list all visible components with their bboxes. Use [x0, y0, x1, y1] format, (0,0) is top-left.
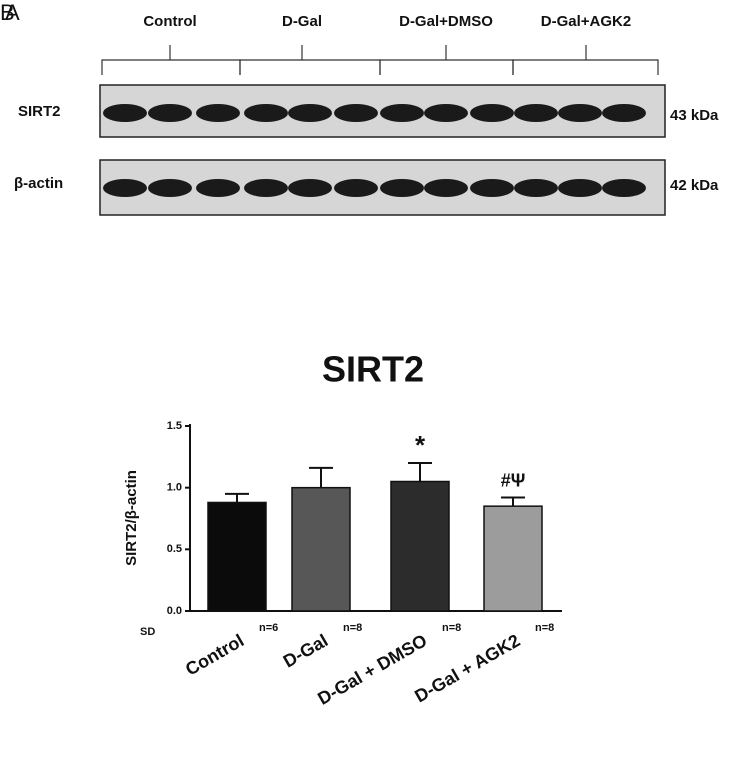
n-label: n=8 — [442, 622, 461, 634]
bar — [483, 505, 543, 612]
row-label: SIRT2 — [18, 103, 61, 120]
band — [602, 179, 646, 197]
annotation: #Ψ — [501, 470, 526, 490]
band — [334, 179, 378, 197]
band — [424, 104, 468, 122]
x-tick-label: D-Gal + AGK2 — [411, 630, 523, 706]
band — [244, 104, 288, 122]
group-label: Control — [143, 13, 196, 30]
bands — [103, 104, 646, 197]
y-axis-label: SIRT2/β-actin — [123, 470, 140, 566]
y-tick-label: 1.5 — [167, 420, 182, 432]
n-label: n=6 — [259, 622, 278, 634]
band — [196, 179, 240, 197]
band — [470, 179, 514, 197]
row-label: β-actin — [14, 175, 63, 192]
y-tick-label: 0.5 — [167, 543, 182, 555]
band — [558, 179, 602, 197]
x-tick-label: Control — [182, 630, 247, 679]
band — [334, 104, 378, 122]
band — [288, 179, 332, 197]
band — [148, 179, 192, 197]
panel-label: B — [0, 0, 15, 25]
bar — [291, 486, 351, 612]
n-label: n=8 — [343, 622, 362, 634]
group-label: D-Gal+DMSO — [399, 13, 493, 30]
band — [514, 104, 558, 122]
annotation: * — [415, 430, 426, 460]
x-note: SD — [140, 626, 155, 638]
x-tick-label: D-Gal — [280, 630, 332, 671]
x-tick-label: D-Gal + DMSO — [314, 630, 430, 709]
chart-title: SIRT2 — [322, 349, 424, 390]
band — [103, 104, 147, 122]
brackets — [101, 45, 659, 75]
n-label: n=8 — [535, 622, 554, 634]
group-label: D-Gal+AGK2 — [541, 13, 631, 30]
y-tick-label: 0.0 — [167, 605, 182, 617]
band — [602, 104, 646, 122]
bar — [390, 480, 450, 612]
band — [424, 179, 468, 197]
band — [558, 104, 602, 122]
panel-label: A — [5, 0, 20, 25]
band — [380, 179, 424, 197]
band — [196, 104, 240, 122]
band — [103, 179, 147, 197]
band — [514, 179, 558, 197]
band — [148, 104, 192, 122]
group-label: D-Gal — [282, 13, 322, 30]
band — [288, 104, 332, 122]
band — [380, 104, 424, 122]
y-tick-label: 1.0 — [167, 482, 182, 494]
band — [244, 179, 288, 197]
band — [470, 104, 514, 122]
row-size: 42 kDa — [670, 177, 719, 194]
bar — [207, 501, 267, 612]
row-size: 43 kDa — [670, 107, 719, 124]
